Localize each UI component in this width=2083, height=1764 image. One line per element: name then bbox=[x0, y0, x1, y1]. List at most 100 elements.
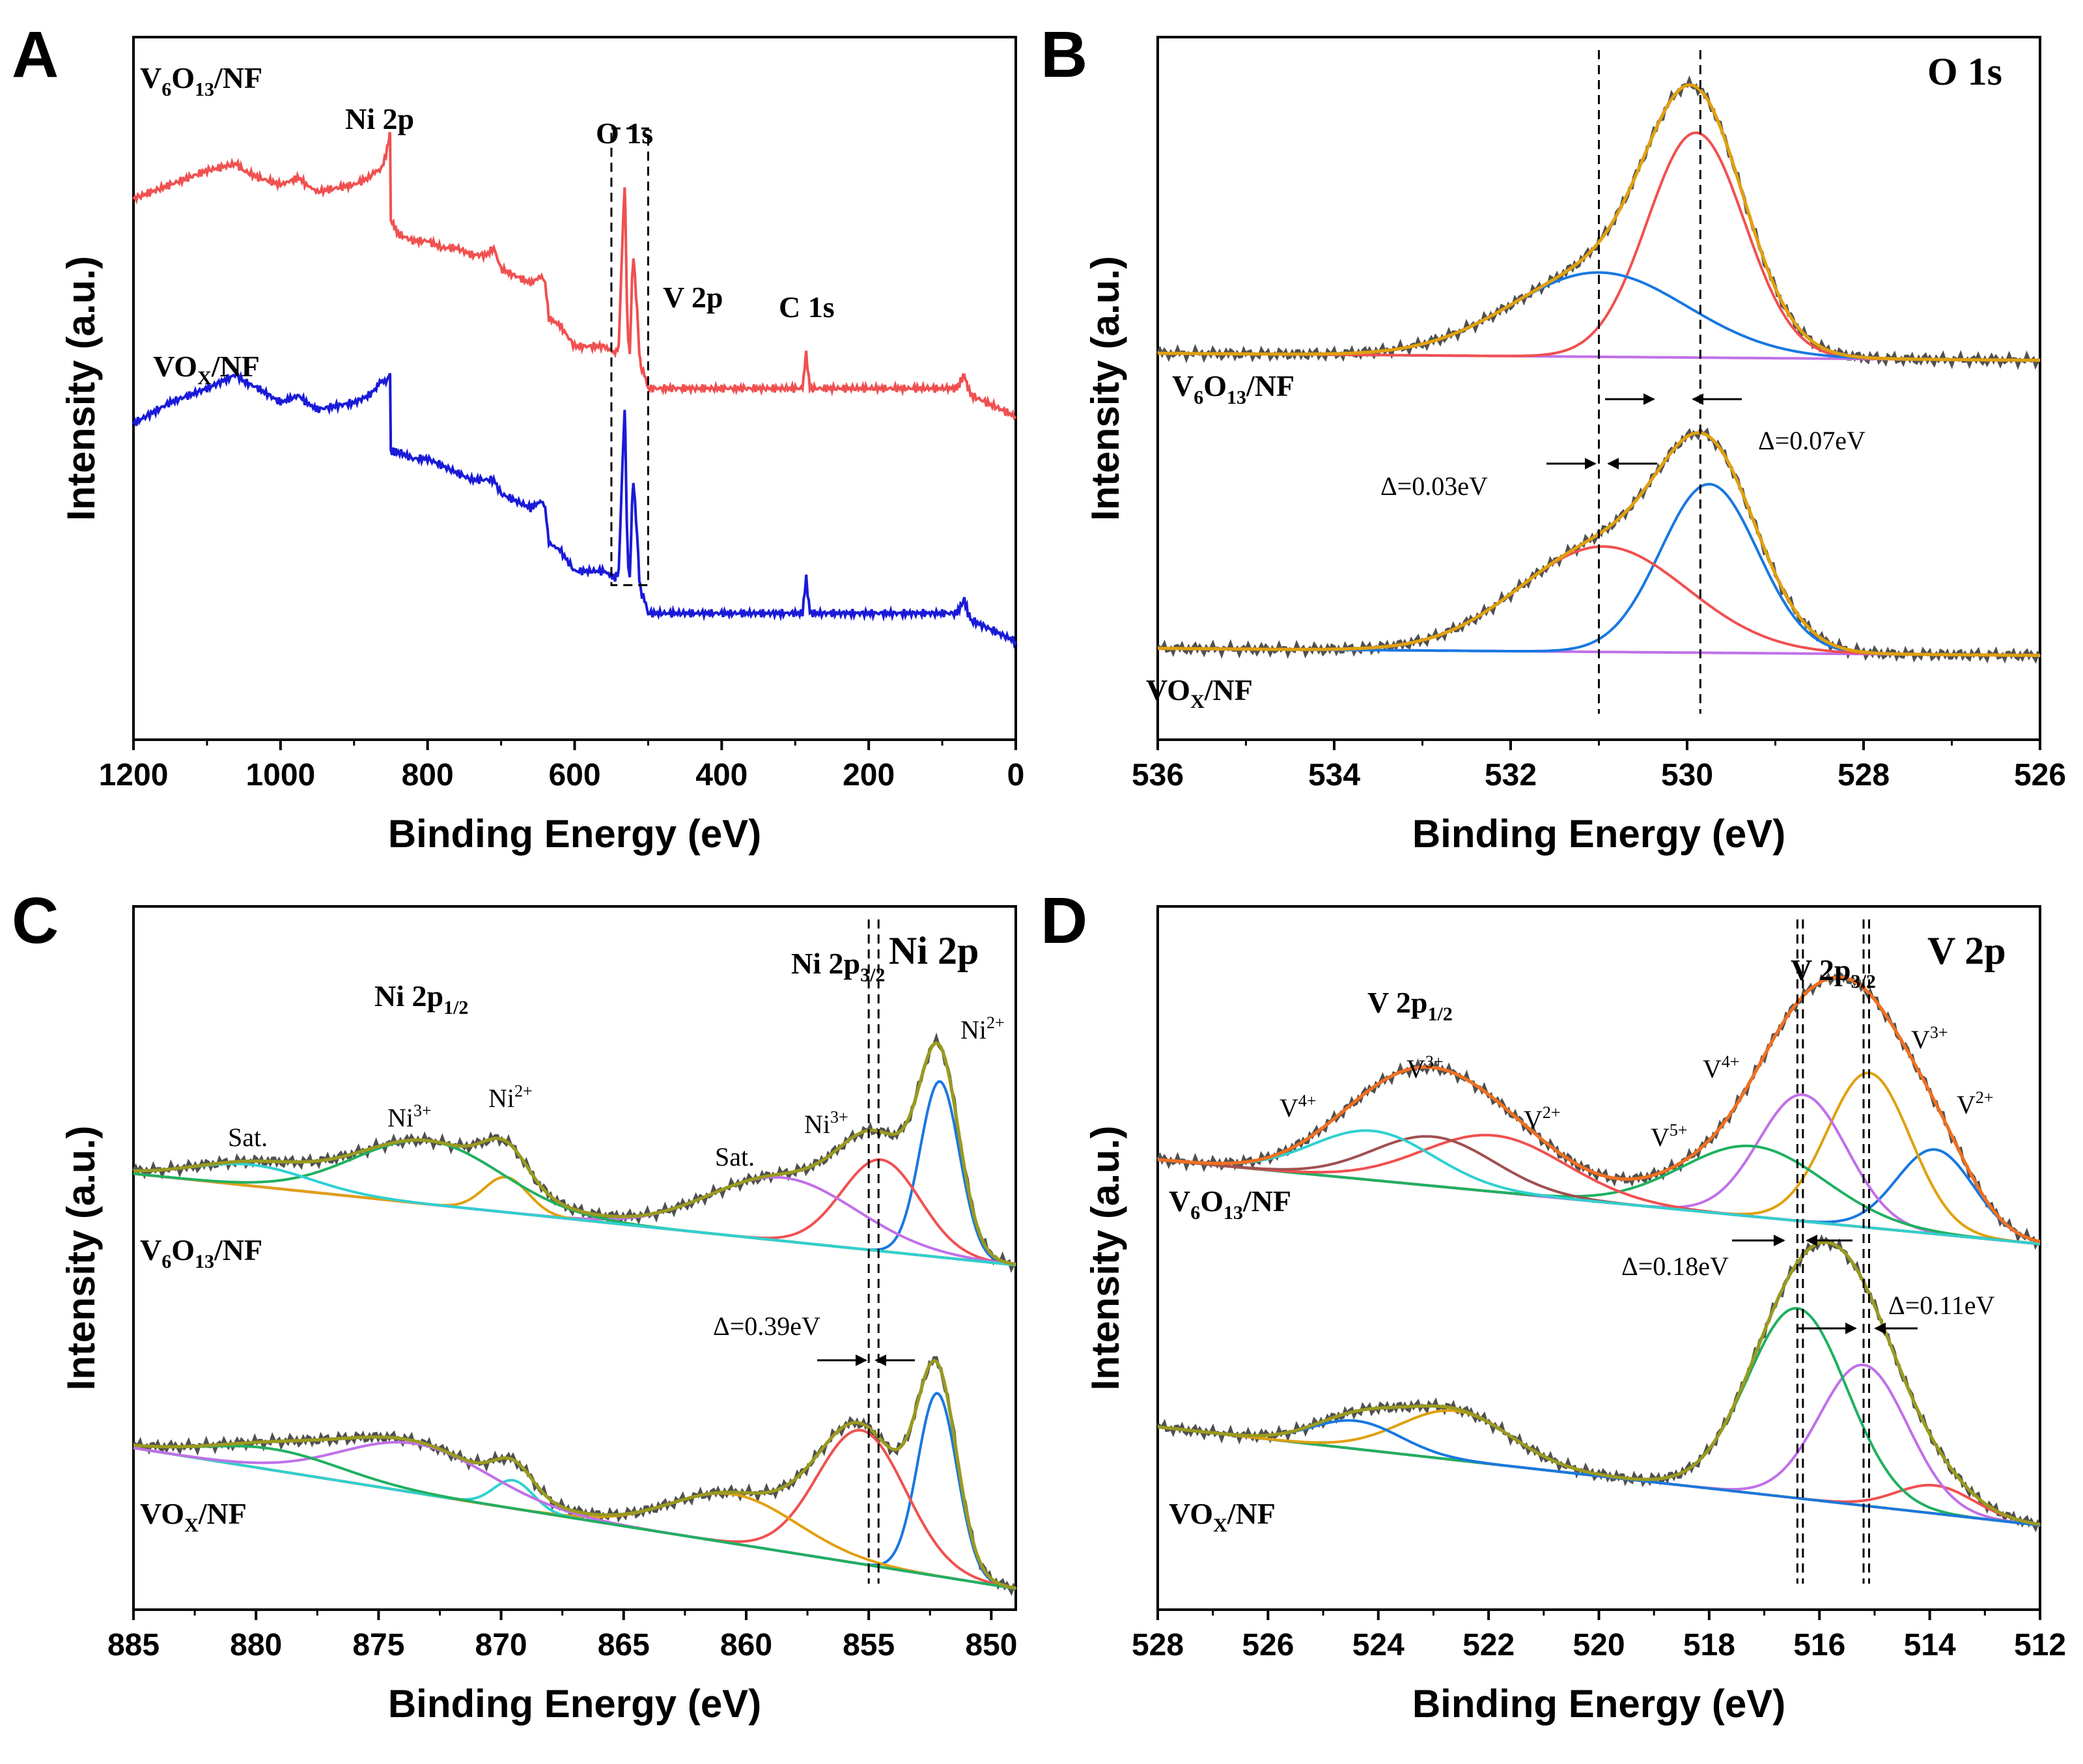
x-tick-label: 536 bbox=[1132, 758, 1184, 792]
x-tick-label: 512 bbox=[2014, 1628, 2066, 1662]
x-tick-label: 400 bbox=[695, 758, 748, 792]
y-axis-title: Intensity (a.u.) bbox=[1083, 1126, 1127, 1391]
fit-envelope bbox=[1157, 1240, 2041, 1526]
label-o1s-a: O 1s bbox=[596, 117, 653, 150]
delta-label-b2: Δ=0.07eV bbox=[1758, 426, 1866, 455]
x-tick-label: 522 bbox=[1462, 1628, 1515, 1662]
x-tick-label: 0 bbox=[1007, 758, 1025, 792]
panel-letter-c: C bbox=[12, 884, 59, 957]
label-sat-c1: Sat. bbox=[228, 1123, 268, 1152]
label-ni3-c1: Ni3+ bbox=[387, 1101, 432, 1132]
label-ni2p12: Ni 2p1/2 bbox=[374, 979, 468, 1018]
label-v2-d2: V2+ bbox=[1957, 1088, 1994, 1119]
y-axis-title: Intensity (a.u.) bbox=[1083, 256, 1127, 521]
fit-envelope bbox=[133, 1041, 1016, 1267]
x-axis-title: Binding Energy (eV) bbox=[1412, 812, 1785, 856]
x-tick-label: 865 bbox=[598, 1628, 650, 1662]
fit-peak-blue bbox=[133, 1080, 1016, 1267]
label-v4-d2: V4+ bbox=[1703, 1052, 1740, 1084]
panel-letter-b: B bbox=[1041, 18, 1087, 91]
x-axis-title: Binding Energy (eV) bbox=[388, 812, 761, 856]
survey-line-v6o13 bbox=[132, 132, 1017, 421]
fit-peak-green bbox=[1157, 1307, 2041, 1527]
fit-envelope bbox=[1157, 975, 2041, 1244]
label-v2p-a: V 2p bbox=[663, 281, 723, 314]
delta-label-b1: Δ=0.03eV bbox=[1380, 471, 1488, 501]
label-ni3-c2: Ni3+ bbox=[804, 1108, 848, 1139]
x-tick-label: 850 bbox=[965, 1628, 1017, 1662]
x-tick-label: 526 bbox=[2014, 758, 2066, 792]
label-v4-d1: V4+ bbox=[1279, 1091, 1317, 1123]
fit-peak-blue bbox=[1157, 483, 2040, 657]
label-ni2p-a: Ni 2p bbox=[345, 102, 414, 135]
o1s-dashed-box bbox=[610, 127, 649, 587]
label-v2-d1: V2+ bbox=[1524, 1103, 1561, 1134]
label-v6o13-a: V6O13/NF bbox=[140, 61, 262, 100]
panel-d: 528 526 524 522 520 518 516 514 512 Binding Energ… bbox=[1083, 905, 2066, 1726]
label-v5-d: V5+ bbox=[1651, 1121, 1688, 1152]
panel-title-b: O 1s bbox=[1927, 50, 2002, 93]
x-tick-label: 532 bbox=[1485, 758, 1537, 792]
x-tick-label: 528 bbox=[1132, 1628, 1184, 1662]
label-v3-d2: V3+ bbox=[1911, 1023, 1948, 1054]
panel-a: 1200 1000 800 600 400 200 0 Binding Energy (eV)… bbox=[59, 36, 1025, 856]
fit-peak-blue bbox=[133, 1392, 1016, 1590]
x-tick-label: 800 bbox=[402, 758, 454, 792]
x-tick-label: 524 bbox=[1352, 1628, 1405, 1662]
x-tick-label: 518 bbox=[1683, 1628, 1735, 1662]
x-tick-label: 1200 bbox=[99, 758, 169, 792]
x-tick-label: 516 bbox=[1793, 1628, 1845, 1662]
x-axis-title: Binding Energy (eV) bbox=[1412, 1682, 1785, 1726]
survey-line-vox bbox=[132, 371, 1017, 649]
x-tick-label: 885 bbox=[107, 1628, 160, 1662]
x-tick-label: 880 bbox=[230, 1628, 282, 1662]
label-vox-c: VOX/NF bbox=[140, 1497, 247, 1536]
fit-peak-green bbox=[1157, 1144, 2041, 1246]
x-tick-label: 860 bbox=[720, 1628, 772, 1662]
fit-envelope bbox=[1157, 83, 2040, 362]
panel-letter-a: A bbox=[12, 18, 59, 91]
panel-title-d: V 2p bbox=[1927, 929, 2006, 972]
x-tick-label: 200 bbox=[843, 758, 895, 792]
x-tick-label: 855 bbox=[843, 1628, 895, 1662]
delta-label-c1: Δ=0.39eV bbox=[713, 1311, 820, 1341]
x-tick-label: 870 bbox=[475, 1628, 527, 1662]
x-tick-label: 1000 bbox=[245, 758, 315, 792]
fit-peak-blue bbox=[1157, 271, 2040, 362]
x-tick-label: 528 bbox=[1838, 758, 1890, 792]
x-tick-label: 530 bbox=[1661, 758, 1713, 792]
fit-envelope bbox=[133, 1358, 1016, 1590]
label-v2p12: V 2p1/2 bbox=[1367, 986, 1453, 1025]
label-sat-c2: Sat. bbox=[715, 1142, 755, 1171]
raw-data-v6o13-nf bbox=[132, 1032, 1017, 1273]
x-tick-label: 514 bbox=[1904, 1628, 1956, 1662]
label-v6o13-c: V6O13/NF bbox=[140, 1233, 262, 1272]
label-ni2-c1: Ni2+ bbox=[488, 1082, 533, 1113]
delta-label-d1: Δ=0.18eV bbox=[1621, 1252, 1729, 1281]
panel-c: 885 880 875 870 865 860 855 850 Binding Energy (… bbox=[59, 905, 1018, 1726]
label-ni2-c2: Ni2+ bbox=[960, 1013, 1005, 1044]
panel-title-c: Ni 2p bbox=[889, 929, 979, 972]
y-axis-title: Intensity (a.u.) bbox=[59, 256, 103, 521]
label-vox-b: VOX/NF bbox=[1146, 673, 1253, 712]
x-tick-label: 520 bbox=[1573, 1628, 1625, 1662]
x-tick-label: 534 bbox=[1308, 758, 1360, 792]
x-axis-title: Binding Energy (eV) bbox=[388, 1682, 761, 1726]
label-vox-d: VOX/NF bbox=[1169, 1497, 1276, 1536]
delta-label-d2: Δ=0.11eV bbox=[1888, 1291, 1995, 1320]
label-v3-d1: V3+ bbox=[1406, 1052, 1444, 1084]
x-tick-label: 875 bbox=[352, 1628, 404, 1662]
label-v6o13-d: V6O13/NF bbox=[1169, 1184, 1291, 1224]
label-ni2p32: Ni 2p3/2 bbox=[791, 947, 885, 986]
x-tick-label: 600 bbox=[548, 758, 600, 792]
plot-frame bbox=[1156, 905, 2041, 1611]
label-c1s-a: C 1s bbox=[779, 290, 835, 324]
label-v6o13-b: V6O13/NF bbox=[1172, 369, 1294, 408]
x-tick-label: 526 bbox=[1242, 1628, 1294, 1662]
raw-data-vox-nf bbox=[132, 1356, 1018, 1596]
plot-frame bbox=[132, 905, 1017, 1611]
panel-letter-d: D bbox=[1041, 884, 1087, 957]
y-axis-title: Intensity (a.u.) bbox=[59, 1126, 103, 1391]
panel-b: 536 534 532 530 528 526 Binding Energy (eV) Int… bbox=[1083, 36, 2066, 856]
